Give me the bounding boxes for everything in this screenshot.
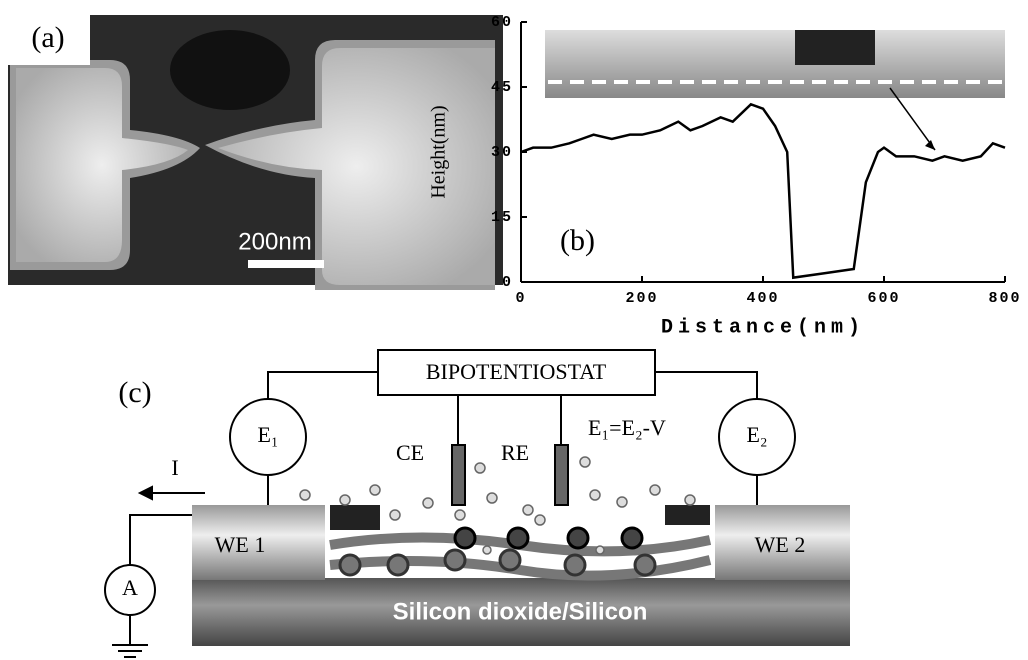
x-tick-label: 400	[746, 290, 779, 307]
electrode-potential: E₂	[746, 422, 767, 447]
y-axis-label: Height(nm)	[428, 105, 450, 198]
electrode-label: WE 1	[215, 532, 266, 557]
scale-bar-label: 200nm	[238, 228, 311, 255]
reference-electrode-label: RE	[501, 440, 529, 465]
electrode-potential: E₁	[257, 422, 278, 447]
electrode-label: WE 2	[755, 532, 806, 557]
y-tick-label: 15	[491, 209, 513, 226]
ammeter-label: A	[122, 575, 138, 600]
substrate-label: Silicon dioxide/Silicon	[393, 598, 648, 625]
x-tick-label: 0	[515, 290, 526, 307]
x-tick-label: 800	[988, 290, 1021, 307]
panel-label: (c)	[118, 376, 151, 409]
panel-label: (a)	[31, 21, 64, 54]
potential-relation: E₁=E₂-V	[588, 415, 666, 440]
page: {"panel_a": {"label": "(a)", "scale_bar"…	[0, 0, 1028, 660]
instrument-label: BIPOTENTIOSTAT	[426, 359, 607, 384]
afm-inset	[545, 30, 1005, 150]
figure: (a) 200nm (b) Distance(nm) Height(nm)	[0, 0, 1028, 660]
x-axis-label: Distance(nm)	[661, 316, 865, 339]
current-label: I	[171, 455, 178, 480]
x-tick-label: 600	[867, 290, 900, 307]
y-tick-label: 30	[491, 144, 513, 161]
y-tick-label: 60	[491, 14, 513, 31]
y-tick-label: 45	[491, 79, 513, 96]
y-tick-label: 0	[502, 274, 513, 291]
counter-electrode-label: CE	[396, 440, 424, 465]
panel-label: (b)	[560, 224, 595, 257]
x-tick-label: 200	[625, 290, 658, 307]
